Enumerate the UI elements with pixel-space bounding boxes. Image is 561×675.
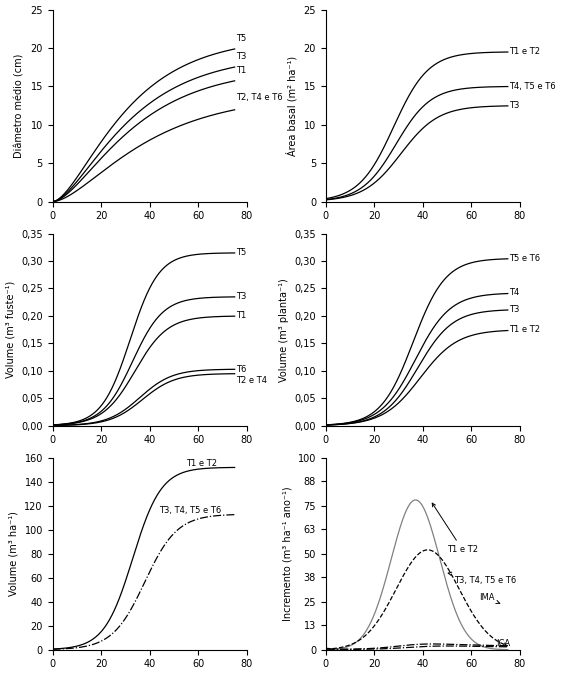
Text: T1 e T2: T1 e T2 bbox=[432, 503, 478, 554]
Text: T5 e T6: T5 e T6 bbox=[509, 254, 540, 263]
Text: T1: T1 bbox=[236, 65, 246, 75]
Text: T5: T5 bbox=[236, 248, 246, 257]
Text: T2 e T4: T2 e T4 bbox=[236, 375, 267, 385]
Y-axis label: Volume (m³ ha⁻¹): Volume (m³ ha⁻¹) bbox=[9, 511, 19, 596]
Text: IMA: IMA bbox=[479, 593, 500, 603]
Y-axis label: Incremento (m³ ha⁻¹ ano⁻¹): Incremento (m³ ha⁻¹ ano⁻¹) bbox=[282, 487, 292, 621]
Text: T1 e T2: T1 e T2 bbox=[186, 459, 217, 468]
Text: T3: T3 bbox=[236, 52, 246, 61]
Text: T3: T3 bbox=[509, 305, 519, 314]
Text: T3, T4, T5 e T6: T3, T4, T5 e T6 bbox=[448, 572, 517, 585]
Y-axis label: Volume (m³ fuste⁻¹): Volume (m³ fuste⁻¹) bbox=[6, 281, 16, 378]
Y-axis label: Diâmetro médio (cm): Diâmetro médio (cm) bbox=[15, 53, 25, 158]
Text: T4: T4 bbox=[509, 288, 519, 298]
Text: T3: T3 bbox=[236, 292, 246, 301]
Text: T2, T4 e T6: T2, T4 e T6 bbox=[236, 92, 283, 102]
Text: T5: T5 bbox=[236, 34, 246, 43]
Y-axis label: Volume (m³ planta⁻¹): Volume (m³ planta⁻¹) bbox=[279, 278, 289, 381]
Y-axis label: Área basal (m² ha⁻¹): Área basal (m² ha⁻¹) bbox=[287, 55, 298, 156]
Text: T4, T5 e T6: T4, T5 e T6 bbox=[509, 82, 555, 91]
Text: ICA: ICA bbox=[496, 639, 510, 649]
Text: T3, T4, T5 e T6: T3, T4, T5 e T6 bbox=[159, 506, 222, 515]
Text: T1: T1 bbox=[236, 311, 246, 321]
Text: T3: T3 bbox=[509, 101, 519, 110]
Text: T1 e T2: T1 e T2 bbox=[509, 47, 540, 56]
Text: T1 e T2: T1 e T2 bbox=[509, 325, 540, 334]
Text: T6: T6 bbox=[236, 364, 246, 374]
